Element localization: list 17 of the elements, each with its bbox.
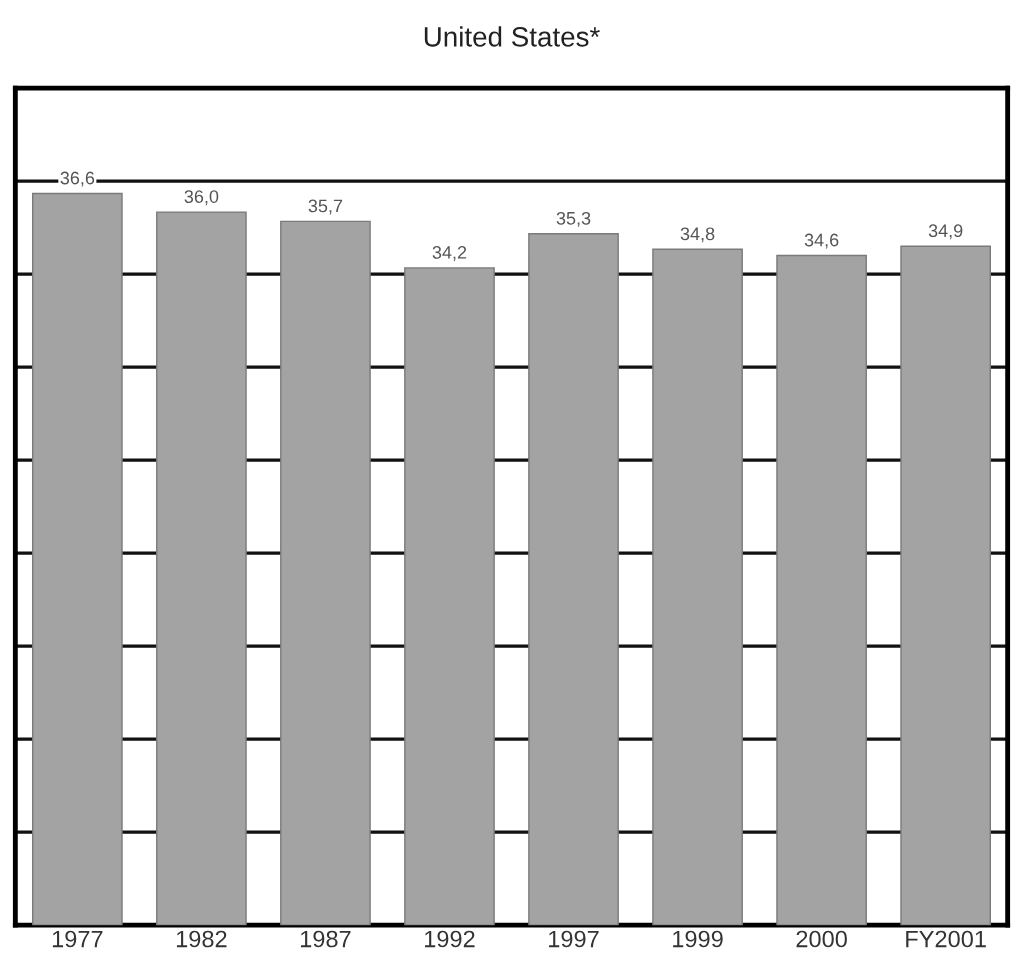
x-tick-label: FY2001 [906, 930, 986, 948]
x-tick-label: 1999 [673, 930, 723, 948]
data-label: 35,7 [308, 199, 343, 215]
x-tick-label: 1977 [52, 930, 103, 948]
data-label: 35,3 [556, 211, 591, 227]
chart-title: United States* [424, 26, 600, 47]
data-label: 34,8 [680, 227, 715, 243]
data-label: 36,0 [184, 190, 219, 206]
x-tick-label: 2000 [796, 930, 847, 948]
x-tick-label: 1987 [300, 930, 351, 948]
x-tick-label: 1997 [549, 930, 599, 948]
data-label: 34,6 [804, 233, 839, 249]
x-tick-label: 1982 [176, 930, 227, 948]
data-label: 36,6 [60, 171, 95, 187]
x-tick-label: 1992 [425, 930, 475, 948]
data-label: 34,2 [432, 246, 467, 261]
data-label: 34,9 [928, 224, 963, 240]
